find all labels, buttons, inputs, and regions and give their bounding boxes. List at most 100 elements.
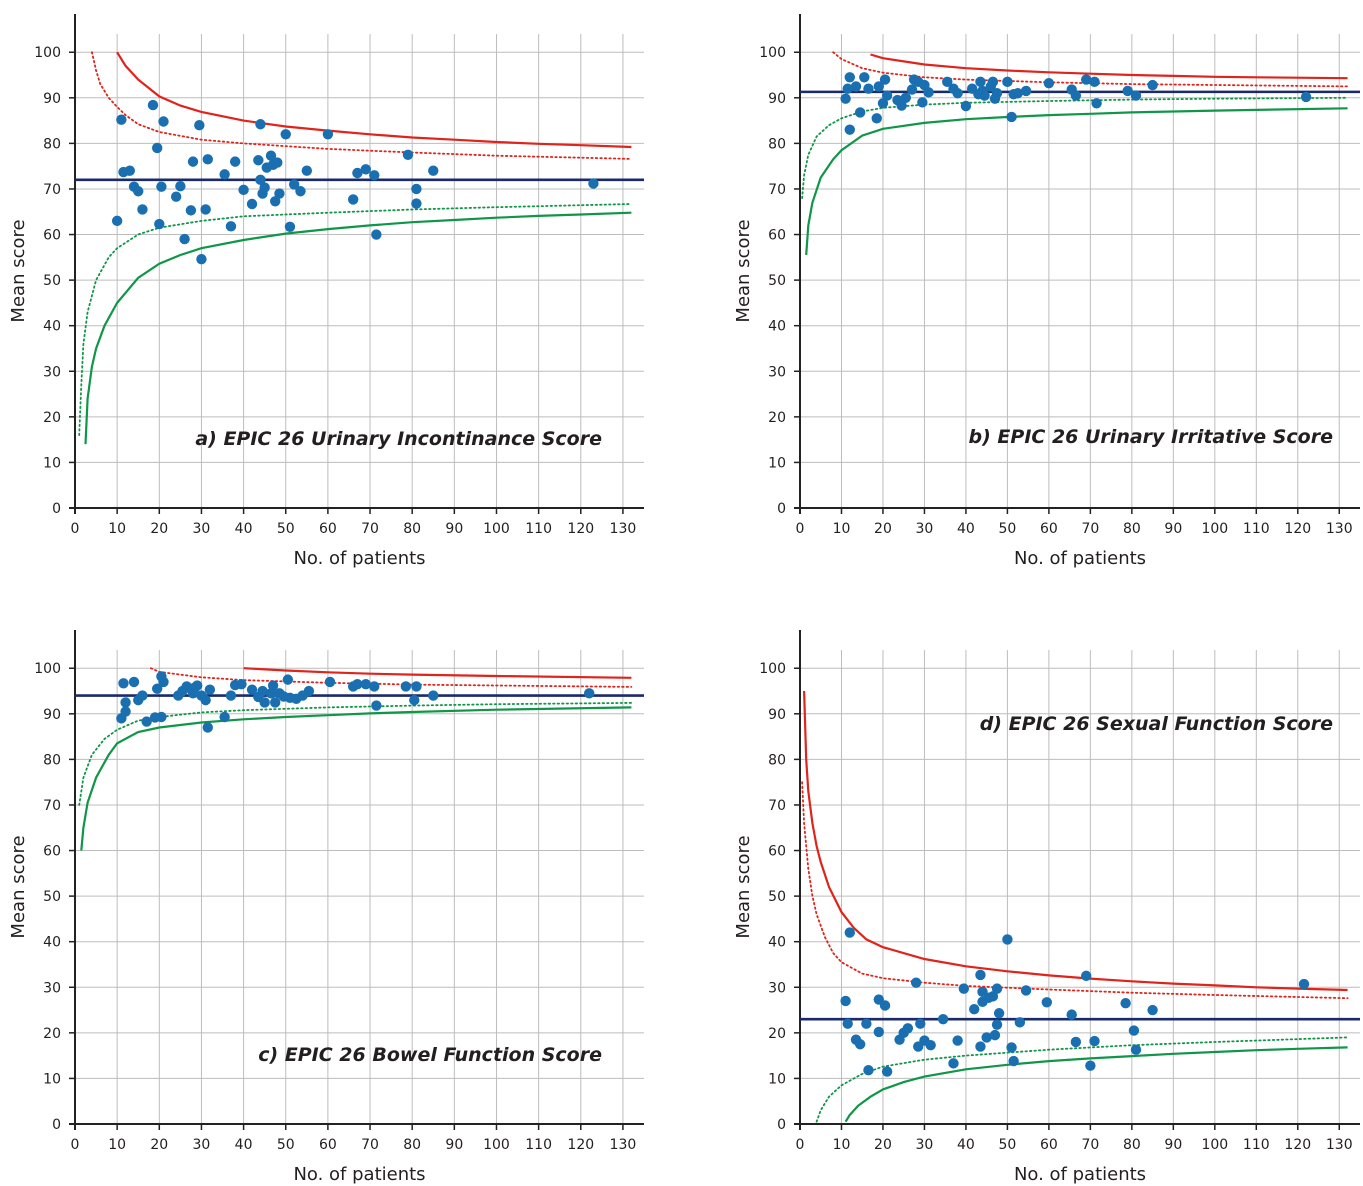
x-tick-label: 110 [525,1137,552,1153]
data-point [1020,985,1032,996]
data-point [347,194,359,205]
x-tick-label: 80 [1123,521,1141,537]
data-point [400,681,412,692]
x-tick-label: 50 [277,1137,295,1153]
data-point [906,84,918,95]
x-tick-label: 70 [1081,521,1099,537]
x-tick-label: 0 [796,521,805,537]
x-tick-label: 120 [1284,1137,1311,1153]
data-point [280,129,291,140]
x-tick-label: 50 [277,521,295,537]
x-tick-label: 80 [1123,1137,1141,1153]
data-point [259,697,270,708]
x-tick-label: 70 [361,1137,379,1153]
y-tick-label: 50 [768,889,786,905]
data-point [202,722,213,733]
data-point [840,995,851,1007]
data-point [371,700,382,711]
data-point [151,683,163,694]
y-tick-label: 40 [768,935,786,951]
y-tick-label: 60 [768,844,786,860]
y-tick-label: 90 [43,707,61,723]
data-point [1006,111,1017,123]
data-point [863,83,874,94]
data-point [1012,88,1023,99]
data-point [1008,1055,1019,1067]
lower-warning-limit-curve [815,1036,1349,1123]
data-point [120,697,131,708]
data-point [179,233,190,245]
data-point [900,92,911,104]
data-point [133,186,144,197]
data-point [236,678,247,690]
data-point [225,690,237,701]
data-point [873,81,885,92]
data-point [975,76,986,88]
data-point [428,690,439,701]
x-tick-label: 120 [1284,521,1311,537]
data-point [175,181,186,192]
data-point [881,1066,893,1077]
data-point [871,113,882,124]
data-point [991,88,1003,99]
x-tick-label: 20 [150,1137,168,1153]
x-tick-label: 20 [874,521,892,537]
x-tick-label: 40 [235,521,253,537]
x-tick-label: 80 [403,521,421,537]
data-point [200,694,211,706]
data-point [1130,1044,1142,1055]
x-tick-label: 10 [108,1137,126,1153]
y-tick-label: 100 [759,45,786,61]
data-point [915,1018,926,1029]
lower-control-limit-curve [844,1046,1348,1123]
data-point [881,90,893,101]
data-point [402,149,414,160]
data-point [265,150,277,161]
y-tick-label: 100 [34,661,61,677]
data-point [1014,1017,1026,1028]
data-point [170,191,182,202]
y-tick-label: 10 [768,455,786,471]
data-point [1085,1060,1096,1071]
data-point [295,186,306,197]
data-point [969,1003,980,1015]
lower-control-limit-curve [80,706,632,851]
x-tick-label: 10 [833,1137,851,1153]
data-point [1130,90,1142,101]
y-tick-label: 10 [43,455,61,471]
y-tick-label: 20 [768,1026,786,1042]
x-tick-label: 60 [1040,521,1058,537]
data-point [118,678,129,689]
y-tick-label: 40 [768,319,786,335]
data-point [360,164,372,175]
data-point [1070,1036,1082,1048]
data-point [158,116,169,127]
data-point [877,98,889,109]
data-point [187,156,199,167]
data-point [948,1058,959,1069]
data-point [192,680,203,691]
data-point [879,1000,891,1011]
data-point [902,1023,914,1034]
data-point [360,678,372,690]
data-point [917,97,928,108]
y-tick-label: 70 [43,798,61,814]
x-tick-label: 90 [1164,1137,1182,1153]
data-point [111,215,123,227]
data-point [842,1018,853,1029]
x-tick-label: 60 [319,521,337,537]
data-point [204,684,216,695]
data-point [952,88,963,99]
x-tick-label: 70 [1081,1137,1099,1153]
data-point [987,991,999,1002]
upper-warning-limit-curve [91,51,633,160]
data-point [910,977,922,988]
data-point [257,685,268,697]
y-tick-label: 80 [43,136,61,152]
y-tick-label: 70 [768,798,786,814]
data-point [120,706,131,717]
x-tick-label: 100 [483,521,510,537]
x-tick-label: 0 [71,1137,80,1153]
data-point [253,155,264,166]
x-tick-label: 50 [998,1137,1016,1153]
